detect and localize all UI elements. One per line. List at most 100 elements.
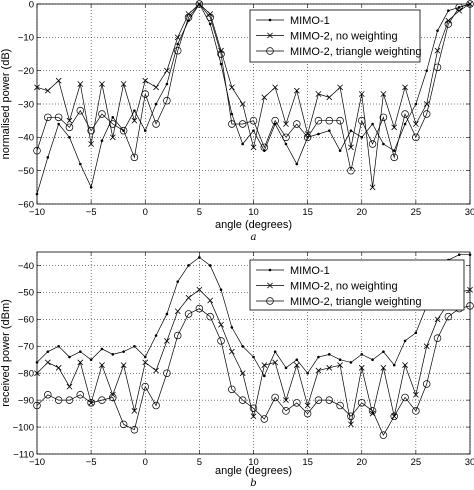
legend-label: MIMO-2, triangle weighting [290,46,421,58]
data-point [130,426,139,434]
x-tick-label: −5 [86,207,97,218]
data-point [327,353,331,356]
data-point [142,77,149,84]
y-tick-label: −20 [18,66,34,77]
data-point [44,359,51,366]
data-point [260,415,269,423]
x-tick-label: 15 [302,207,313,218]
legend-box [249,259,465,311]
data-point [348,144,354,151]
data-point [315,367,322,374]
x-tick-label: 25 [411,457,422,468]
x-tick-label: 15 [302,457,313,468]
data-point [402,84,408,91]
data-point [152,401,160,410]
legend-item: MIMO-1 [256,265,330,277]
data-point [371,358,374,362]
legend-item: MIMO-2, no weighting [256,281,398,293]
y-tick-label: −60 [18,315,34,326]
legend-label: MIMO-2, triangle weighting [290,296,421,308]
legend-label: MIMO-1 [290,265,330,277]
legend-marker [268,268,272,272]
data-point [379,113,388,122]
legend-item: MIMO-2, no weighting [256,31,398,43]
data-point [282,133,290,142]
legend-item: MIMO-2, triangle weighting [256,296,421,308]
data-point [196,286,203,293]
data-point [422,380,431,388]
data-point [152,120,160,128]
data-point [68,355,71,359]
data-point [390,153,398,162]
data-point [76,106,85,115]
data-point [433,63,442,72]
x-tick-label: −5 [86,457,97,468]
data-point [154,102,158,106]
data-point [109,120,117,128]
data-point [252,129,255,132]
data-point [238,396,247,404]
data-point [293,120,301,128]
data-point [79,162,82,166]
data-point [217,337,225,345]
data-point [239,101,246,107]
data-point [304,402,311,409]
data-point [76,390,85,399]
data-point [99,362,105,369]
chart-panel-a: −10 −5 0 5 10 15 20 25 300−10−20−30−40−50−60angl… [0,0,474,243]
data-point [57,122,60,126]
data-point [122,350,125,353]
data-point [261,94,268,101]
data-point [79,350,82,353]
x-tick-label: 10 [248,207,259,218]
data-point [260,143,269,152]
x-tick-label: 30 [465,457,474,468]
data-point [306,371,309,375]
data-point [228,84,235,91]
data-point [444,20,453,28]
data-point [66,117,73,124]
data-point [327,129,331,132]
x-tick-label: 5 [197,207,202,218]
data-point [314,396,323,404]
data-point [44,390,52,399]
data-point [154,334,158,337]
data-point [57,344,60,348]
data-point [282,407,290,415]
data-point [425,69,429,72]
data-point [371,122,374,126]
data-point [293,399,301,407]
legend-marker [266,297,274,305]
data-point [119,126,128,135]
data-point [392,363,396,367]
panel-label: a [251,232,257,243]
legend-item: MIMO-2, triangle weighting [256,46,421,58]
data-point [153,367,159,374]
data-point [77,359,84,366]
data-point [379,431,388,439]
data-point [88,141,95,147]
y-tick-label: −80 [18,369,34,380]
data-point [434,47,441,54]
y-axis-label: normalised power (dB) [0,49,12,160]
data-point [131,117,138,124]
data-point [89,186,93,189]
data-point [317,355,320,359]
data-point [100,347,104,351]
data-point [218,321,224,328]
legend-label: MIMO-2, no weighting [290,31,398,43]
data-point [283,121,289,127]
x-tick-label: 10 [248,457,259,468]
data-point [241,142,244,146]
data-point [44,113,52,122]
data-point [337,362,343,369]
data-point [87,126,95,135]
x-tick-label: −10 [29,207,45,218]
legend-marker [267,32,273,39]
data-point [336,116,344,125]
x-axis-label: angle (degrees) [215,219,292,231]
data-point [368,140,377,148]
data-point [109,391,116,398]
data-point [239,370,246,377]
